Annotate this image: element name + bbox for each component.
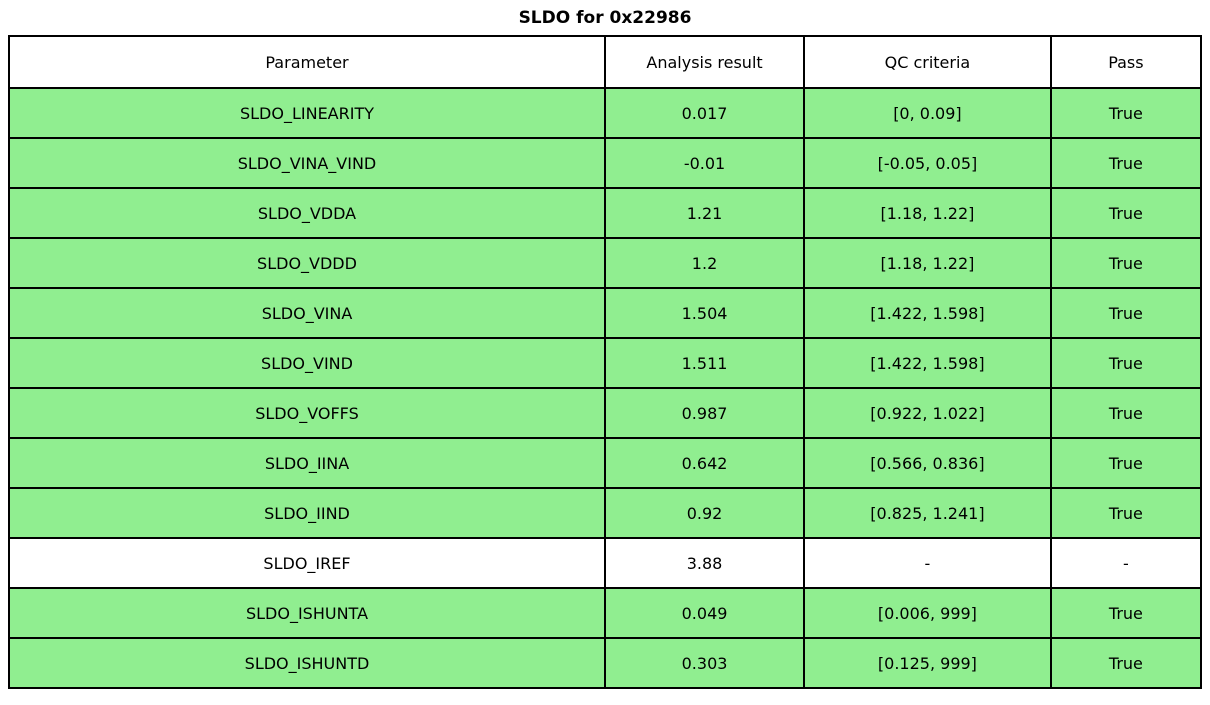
cell-parameter: SLDO_VIND (8, 337, 606, 389)
table-row: SLDO_ISHUNTA 0.049 [0.006, 999] True (8, 587, 1203, 639)
cell-parameter: SLDO_VDDA (8, 187, 606, 239)
cell-analysis-result: 1.2 (603, 237, 806, 289)
table-row: SLDO_IREF 3.88 - - (8, 537, 1203, 589)
cell-qc-criteria: [1.18, 1.22] (803, 237, 1052, 289)
table-row: SLDO_IINA 0.642 [0.566, 0.836] True (8, 437, 1203, 489)
cell-qc-criteria: [0.125, 999] (803, 637, 1052, 689)
table-row: SLDO_VIND 1.511 [1.422, 1.598] True (8, 337, 1203, 389)
cell-parameter: SLDO_LINEARITY (8, 87, 606, 139)
cell-pass: True (1049, 387, 1203, 439)
table-row: SLDO_LINEARITY 0.017 [0, 0.09] True (8, 87, 1203, 139)
cell-pass: True (1049, 337, 1203, 389)
column-header-analysis-result: Analysis result (603, 35, 806, 89)
qc-results-table: Parameter Analysis result QC criteria Pa… (8, 35, 1203, 689)
cell-analysis-result: 3.88 (603, 537, 806, 589)
cell-pass: - (1049, 537, 1203, 589)
cell-pass: True (1049, 487, 1203, 539)
cell-qc-criteria: [0.825, 1.241] (803, 487, 1052, 539)
table-row: SLDO_VDDD 1.2 [1.18, 1.22] True (8, 237, 1203, 289)
table-row: SLDO_VDDA 1.21 [1.18, 1.22] True (8, 187, 1203, 239)
cell-parameter: SLDO_VDDD (8, 237, 606, 289)
cell-analysis-result: 1.21 (603, 187, 806, 239)
cell-qc-criteria: [0.922, 1.022] (803, 387, 1052, 439)
page-title: SLDO for 0x22986 (518, 8, 692, 28)
table-header: Parameter Analysis result QC criteria Pa… (8, 35, 1203, 89)
cell-parameter: SLDO_ISHUNTA (8, 587, 606, 639)
table-row: SLDO_IIND 0.92 [0.825, 1.241] True (8, 487, 1203, 539)
cell-analysis-result: 1.504 (603, 287, 806, 339)
cell-parameter: SLDO_IIND (8, 487, 606, 539)
table-row: SLDO_VINA_VIND -0.01 [-0.05, 0.05] True (8, 137, 1203, 189)
cell-qc-criteria: [-0.05, 0.05] (803, 137, 1052, 189)
cell-pass: True (1049, 187, 1203, 239)
cell-parameter: SLDO_ISHUNTD (8, 637, 606, 689)
cell-pass: True (1049, 237, 1203, 289)
cell-analysis-result: 0.987 (603, 387, 806, 439)
cell-qc-criteria: [1.18, 1.22] (803, 187, 1052, 239)
cell-pass: True (1049, 437, 1203, 489)
cell-analysis-result: 0.049 (603, 587, 806, 639)
cell-analysis-result: 1.511 (603, 337, 806, 389)
cell-pass: True (1049, 587, 1203, 639)
column-header-pass: Pass (1049, 35, 1203, 89)
cell-parameter: SLDO_VINA_VIND (8, 137, 606, 189)
cell-pass: True (1049, 287, 1203, 339)
cell-qc-criteria: - (803, 537, 1052, 589)
cell-qc-criteria: [1.422, 1.598] (803, 287, 1052, 339)
cell-parameter: SLDO_IREF (8, 537, 606, 589)
cell-analysis-result: 0.303 (603, 637, 806, 689)
cell-analysis-result: -0.01 (603, 137, 806, 189)
table-row: SLDO_VOFFS 0.987 [0.922, 1.022] True (8, 387, 1203, 439)
table-row: SLDO_ISHUNTD 0.303 [0.125, 999] True (8, 637, 1203, 689)
cell-qc-criteria: [1.422, 1.598] (803, 337, 1052, 389)
table-row: SLDO_VINA 1.504 [1.422, 1.598] True (8, 287, 1203, 339)
column-header-qc-criteria: QC criteria (803, 35, 1052, 89)
cell-qc-criteria: [0, 0.09] (803, 87, 1052, 139)
cell-qc-criteria: [0.566, 0.836] (803, 437, 1052, 489)
cell-pass: True (1049, 637, 1203, 689)
cell-qc-criteria: [0.006, 999] (803, 587, 1052, 639)
cell-parameter: SLDO_IINA (8, 437, 606, 489)
cell-analysis-result: 0.017 (603, 87, 806, 139)
cell-parameter: SLDO_VINA (8, 287, 606, 339)
column-header-parameter: Parameter (8, 35, 606, 89)
cell-analysis-result: 0.642 (603, 437, 806, 489)
cell-pass: True (1049, 87, 1203, 139)
table-body: SLDO_LINEARITY 0.017 [0, 0.09] True SLDO… (8, 87, 1203, 689)
cell-analysis-result: 0.92 (603, 487, 806, 539)
cell-pass: True (1049, 137, 1203, 189)
cell-parameter: SLDO_VOFFS (8, 387, 606, 439)
table-header-row: Parameter Analysis result QC criteria Pa… (8, 35, 1203, 89)
